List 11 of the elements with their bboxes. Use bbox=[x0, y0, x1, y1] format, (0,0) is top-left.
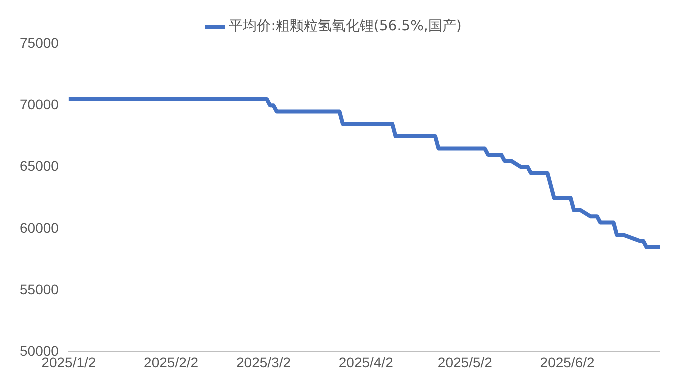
x-tick-label: 2025/2/2 bbox=[144, 354, 199, 370]
x-tick-label: 2025/6/2 bbox=[540, 354, 595, 370]
y-tick-label: 60000 bbox=[20, 220, 60, 236]
x-tick-label: 2025/4/2 bbox=[338, 354, 394, 370]
y-tick-label: 55000 bbox=[20, 281, 60, 298]
y-tick-label: 70000 bbox=[20, 96, 60, 112]
y-tick-label: 65000 bbox=[20, 158, 60, 174]
y-tick-label: 75000 bbox=[20, 34, 60, 51]
x-tick-label: 2025/3/2 bbox=[236, 354, 292, 370]
x-tick-label: 2025/5/2 bbox=[438, 354, 493, 370]
legend-label: 平均价:粗颗粒氢氧化锂(56.5%,国产) bbox=[229, 18, 462, 35]
